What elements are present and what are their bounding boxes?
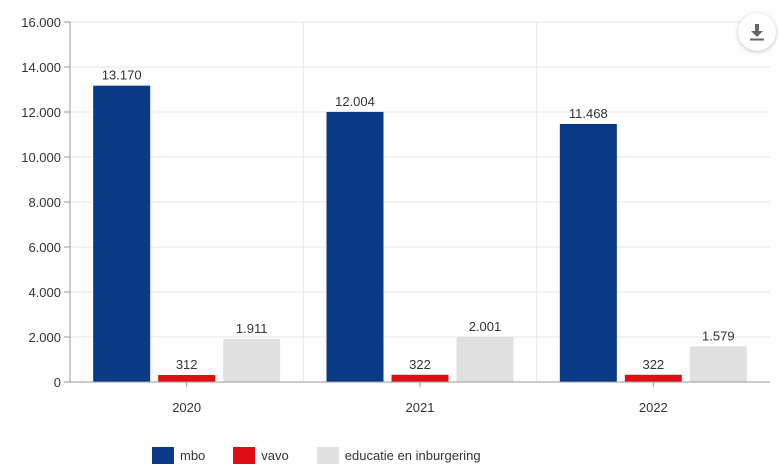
legend-swatch-mbo — [152, 447, 174, 464]
legend-item-vavo[interactable]: vavo — [233, 447, 289, 464]
bar-mbo-2022[interactable] — [559, 123, 617, 382]
y-tick-label: 6.000 — [28, 240, 61, 255]
y-tick-label: 12.000 — [21, 105, 61, 120]
legend-swatch-educatie — [316, 447, 339, 464]
bar-educatie-en-inburgering-2021[interactable] — [456, 336, 514, 382]
data-label: 322 — [642, 357, 664, 372]
x-tick-label: 2021 — [406, 400, 435, 415]
data-label: 1.579 — [702, 328, 735, 343]
data-label: 322 — [409, 357, 431, 372]
y-tick-label: 2.000 — [28, 330, 61, 345]
bar-vavo-2021[interactable] — [391, 374, 449, 382]
y-tick-label: 10.000 — [21, 150, 61, 165]
download-button[interactable] — [738, 13, 776, 51]
legend-label-vavo: vavo — [261, 448, 289, 463]
y-tick-label: 8.000 — [28, 195, 61, 210]
download-icon — [750, 24, 764, 41]
y-tick-label: 0 — [54, 375, 61, 390]
bar-vavo-2022[interactable] — [624, 374, 682, 382]
x-axis: 2020 2021 2022 — [70, 381, 770, 415]
y-tick-label: 16.000 — [21, 15, 61, 30]
gridlines — [70, 21, 770, 383]
bar-educatie-en-inburgering-2020[interactable] — [223, 339, 281, 382]
y-tick-label: 4.000 — [28, 285, 61, 300]
bar-mbo-2021[interactable] — [326, 111, 384, 382]
legend-swatch-vavo — [233, 447, 256, 464]
y-axis: 0 2.000 4.000 6.000 8.000 10.000 12.000 14.000 1… — [21, 15, 71, 390]
bar-vavo-2020[interactable] — [158, 374, 216, 382]
x-tick-label: 2022 — [639, 400, 668, 415]
bars: 13.170 312 1.911 12.004 322 2.001 11.468 322 1.5… — [93, 68, 747, 383]
bar-chart: 0 2.000 4.000 6.000 8.000 10.000 12.000 14.000 1… — [21, 15, 770, 415]
x-tick-label: 2020 — [172, 400, 201, 415]
data-label: 312 — [176, 357, 198, 372]
legend-item-educatie[interactable]: educatie en inburgering — [316, 447, 481, 464]
y-tick-label: 14.000 — [21, 60, 61, 75]
bar-educatie-en-inburgering-2022[interactable] — [689, 346, 747, 382]
legend-item-mbo[interactable]: mbo — [152, 447, 205, 464]
data-label: 13.170 — [102, 68, 142, 83]
legend: mbo vavo educatie en inburgering — [152, 447, 509, 464]
data-label: 11.468 — [569, 106, 608, 121]
data-label: 12.004 — [335, 94, 375, 109]
data-label: 1.911 — [236, 321, 268, 336]
data-label: 2.001 — [469, 319, 502, 334]
legend-label-mbo: mbo — [180, 448, 206, 463]
legend-label-educatie: educatie en inburgering — [344, 448, 481, 463]
bar-mbo-2020[interactable] — [93, 85, 151, 383]
